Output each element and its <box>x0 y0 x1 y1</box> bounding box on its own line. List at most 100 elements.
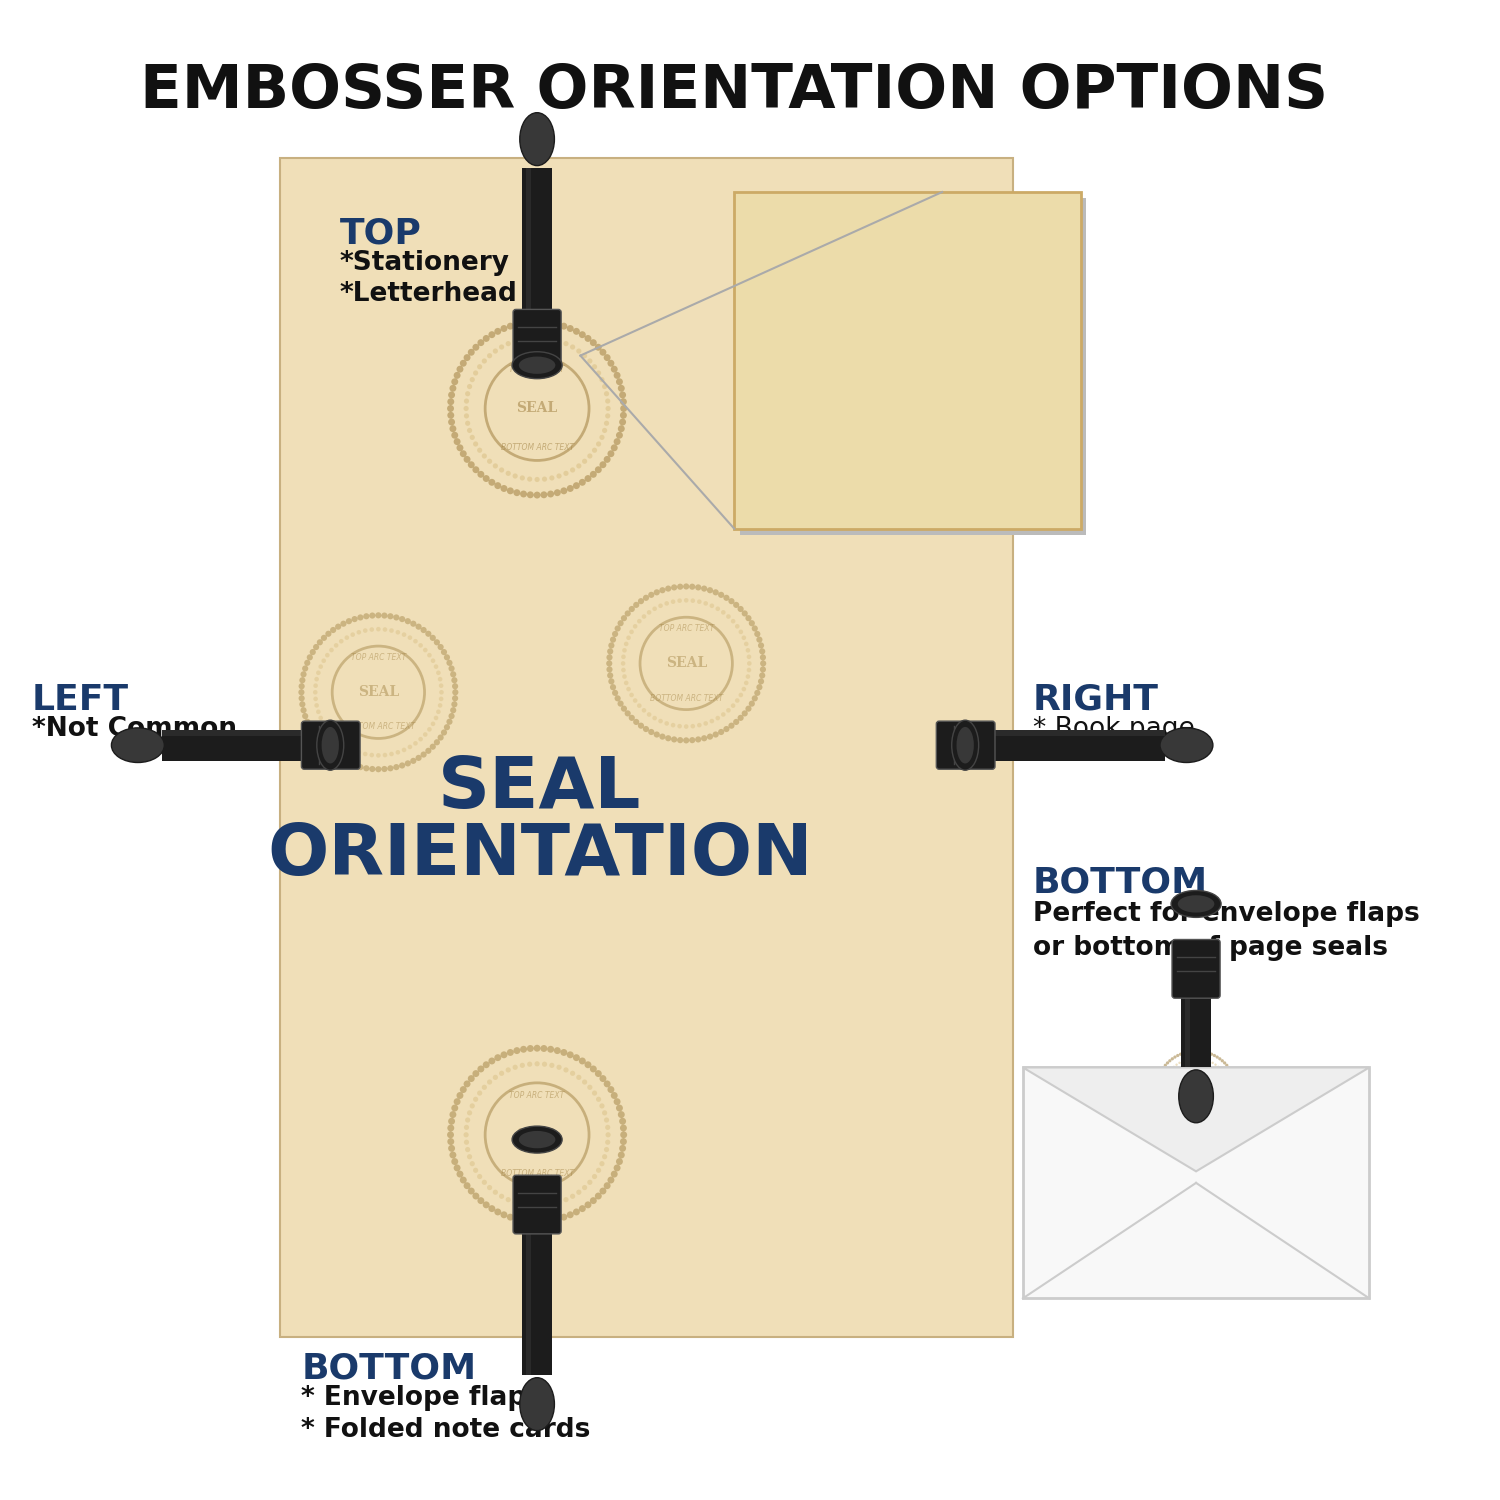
Circle shape <box>972 280 980 288</box>
Circle shape <box>1220 1113 1222 1114</box>
Circle shape <box>542 1062 548 1066</box>
Circle shape <box>676 584 682 590</box>
Circle shape <box>621 615 627 621</box>
Circle shape <box>855 240 864 250</box>
Circle shape <box>864 474 874 484</box>
Circle shape <box>615 626 621 632</box>
Circle shape <box>450 424 456 432</box>
Circle shape <box>690 724 694 729</box>
Circle shape <box>592 1090 597 1095</box>
Circle shape <box>1204 1050 1208 1054</box>
Circle shape <box>710 718 714 723</box>
Circle shape <box>759 648 765 654</box>
Circle shape <box>357 615 363 621</box>
Text: SEAL: SEAL <box>666 657 706 670</box>
Circle shape <box>1170 1113 1173 1114</box>
Circle shape <box>912 231 922 240</box>
Text: EMBOSSER ORIENTATION OPTIONS: EMBOSSER ORIENTATION OPTIONS <box>140 62 1329 120</box>
Circle shape <box>438 676 442 681</box>
Circle shape <box>1208 1052 1210 1054</box>
Circle shape <box>1168 1120 1172 1124</box>
Circle shape <box>316 670 321 675</box>
Circle shape <box>426 747 432 754</box>
Circle shape <box>1166 1074 1168 1076</box>
Circle shape <box>1160 1112 1162 1114</box>
Circle shape <box>464 1140 470 1144</box>
Circle shape <box>1227 1101 1228 1102</box>
Circle shape <box>987 297 994 304</box>
Circle shape <box>843 273 850 280</box>
Circle shape <box>884 478 892 489</box>
Circle shape <box>488 1080 492 1084</box>
Circle shape <box>1197 1130 1202 1134</box>
Circle shape <box>464 354 471 362</box>
Circle shape <box>790 298 801 309</box>
Circle shape <box>610 1170 618 1178</box>
Circle shape <box>534 1203 540 1209</box>
Text: BOTTOM: BOTTOM <box>1032 865 1208 900</box>
Circle shape <box>466 1110 472 1116</box>
Circle shape <box>1232 1074 1234 1077</box>
Ellipse shape <box>1172 891 1221 918</box>
Circle shape <box>300 700 306 708</box>
Circle shape <box>464 1182 471 1190</box>
Circle shape <box>670 723 675 728</box>
Circle shape <box>561 1048 567 1056</box>
Text: *Stationery: *Stationery <box>340 251 510 276</box>
Circle shape <box>1220 1068 1222 1071</box>
Circle shape <box>903 254 910 261</box>
Circle shape <box>846 244 855 254</box>
Circle shape <box>682 584 690 590</box>
Bar <box>1180 952 1212 1068</box>
Circle shape <box>1208 1128 1210 1131</box>
Circle shape <box>326 630 332 638</box>
Circle shape <box>1185 1050 1188 1054</box>
Circle shape <box>1005 346 1013 354</box>
Circle shape <box>646 712 651 717</box>
Circle shape <box>520 1046 526 1053</box>
Text: SEAL: SEAL <box>516 402 558 416</box>
Circle shape <box>746 648 750 652</box>
Circle shape <box>1202 1058 1204 1060</box>
Circle shape <box>561 322 567 330</box>
Circle shape <box>1233 1077 1236 1080</box>
Circle shape <box>698 600 702 604</box>
Circle shape <box>1005 368 1013 375</box>
Circle shape <box>821 297 828 304</box>
Circle shape <box>836 280 843 288</box>
Circle shape <box>495 1054 501 1060</box>
Circle shape <box>326 652 330 657</box>
Circle shape <box>777 356 788 366</box>
Circle shape <box>903 480 912 490</box>
Circle shape <box>309 729 316 735</box>
Circle shape <box>450 670 456 678</box>
Circle shape <box>542 1203 548 1208</box>
Circle shape <box>466 427 472 433</box>
Circle shape <box>815 306 822 314</box>
Circle shape <box>612 690 618 696</box>
Circle shape <box>309 650 316 656</box>
Circle shape <box>734 602 740 608</box>
Circle shape <box>526 492 534 498</box>
Circle shape <box>423 648 427 652</box>
Circle shape <box>408 744 413 748</box>
Circle shape <box>606 660 612 666</box>
Circle shape <box>618 620 624 627</box>
Circle shape <box>624 711 632 717</box>
Circle shape <box>760 654 766 660</box>
Circle shape <box>507 1048 515 1056</box>
Circle shape <box>494 348 498 354</box>
Circle shape <box>1164 1101 1166 1102</box>
Circle shape <box>837 462 848 472</box>
Circle shape <box>648 729 654 735</box>
Circle shape <box>664 722 669 726</box>
Circle shape <box>1226 1104 1227 1106</box>
Circle shape <box>540 492 548 498</box>
Circle shape <box>664 585 672 591</box>
Circle shape <box>477 1197 484 1204</box>
Circle shape <box>604 1125 610 1130</box>
Circle shape <box>513 1047 520 1054</box>
Circle shape <box>554 321 561 328</box>
Circle shape <box>682 738 690 744</box>
Circle shape <box>413 741 419 746</box>
